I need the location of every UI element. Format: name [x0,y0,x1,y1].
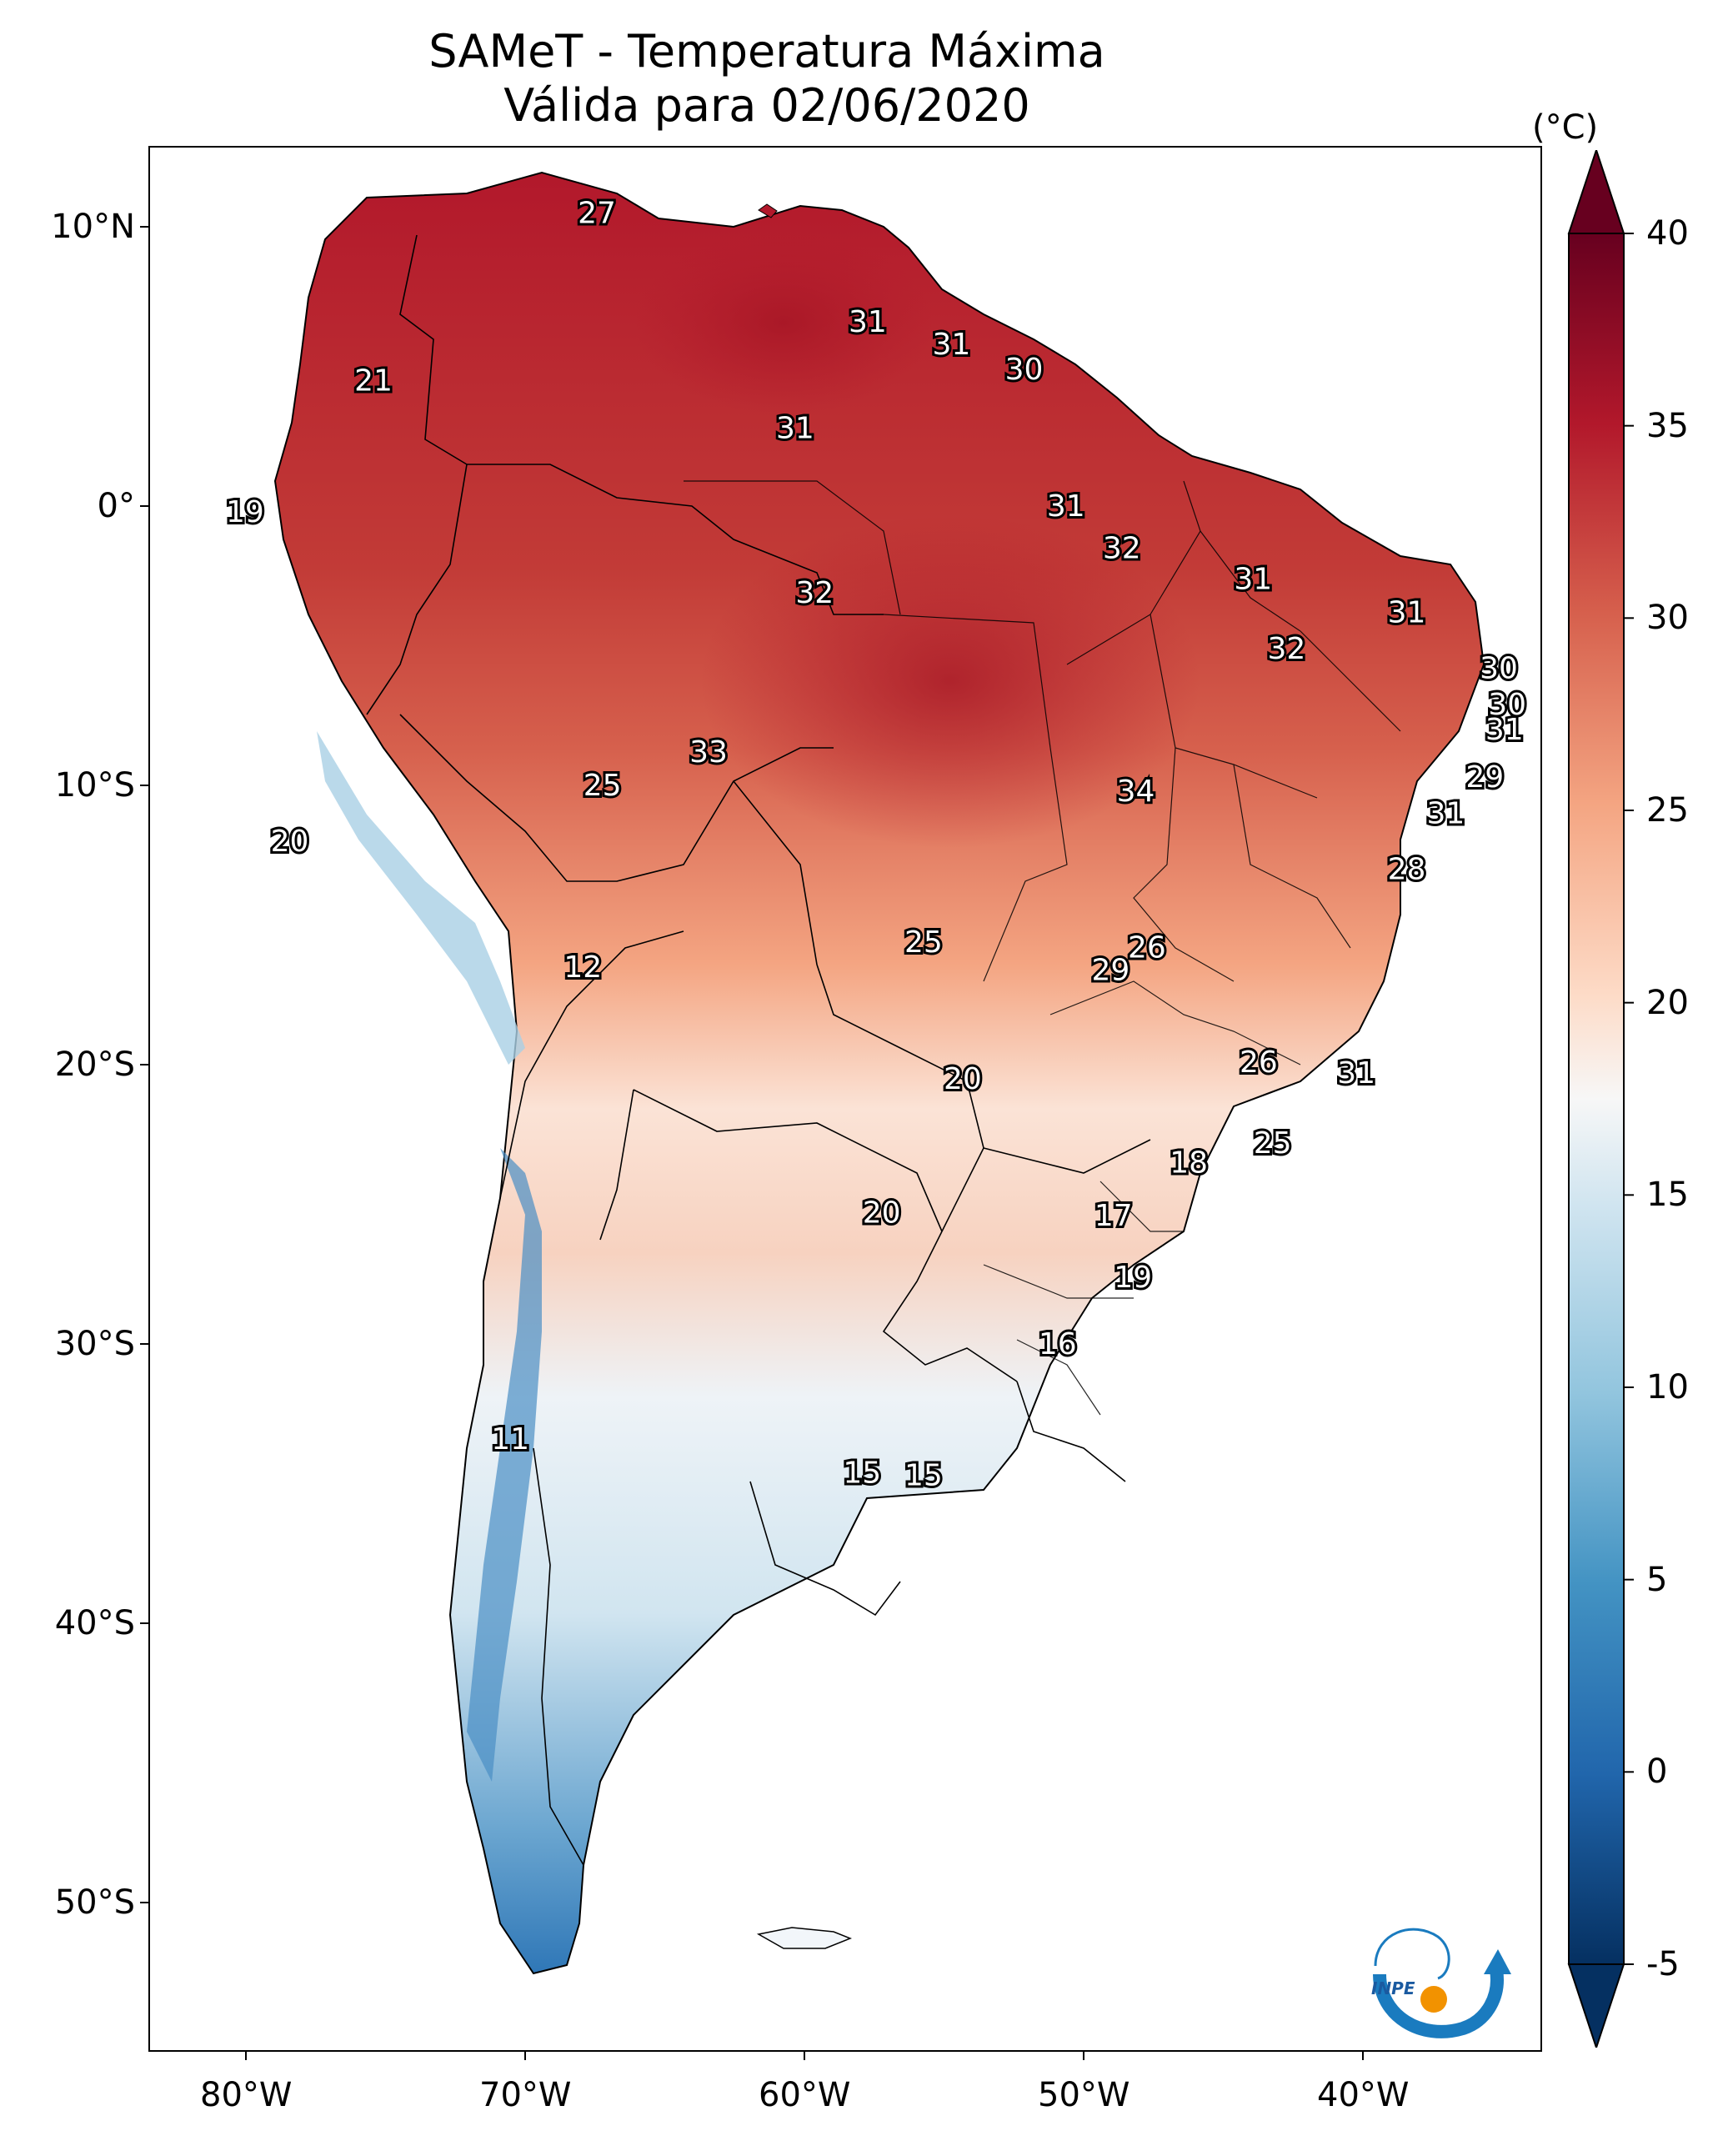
colorbar-tick-label: 25 [1646,791,1689,830]
station-value-label: 18 [1170,1146,1208,1180]
colorbar-tick-label: 5 [1646,1560,1668,1599]
colorbar-bottom-arrow [1567,1963,1625,2048]
latitude-label: 30°S [54,1325,135,1364]
station-value-label: 25 [584,769,622,803]
station-value-label: 32 [795,576,834,610]
latitude-tick [140,1064,148,1066]
station-value-label: 30 [1488,688,1526,722]
latitude-tick [140,505,148,508]
map-title: SAMeT - Temperatura Máxima [428,25,1105,78]
longitude-tick [1083,2052,1085,2060]
longitude-label: 70°W [479,2076,572,2114]
falkland-islands [756,1927,853,1949]
logo-text: INPE [1371,1978,1415,1998]
station-value-label: 27 [578,196,616,230]
station-value-label: 26 [1128,930,1166,965]
andes-cold-band [467,1148,542,1782]
station-value-label: 17 [1094,1199,1133,1233]
longitude-label: 60°W [759,2076,851,2114]
colorbar-tick-label: 30 [1646,599,1689,638]
inpe-logo: INPE [1363,1916,1513,2044]
station-value-label: 31 [1234,562,1272,596]
longitude-tick [1362,2052,1365,2060]
latitude-label: 50°S [54,1883,135,1923]
state-borders [684,480,1401,1416]
latitude-tick [140,1902,148,1904]
station-value-label: 26 [1240,1045,1278,1080]
station-value-label: 31 [1047,489,1085,524]
longitude-tick [524,2052,527,2060]
colorbar-tick-label: 40 [1646,214,1689,253]
station-value-label: 32 [1268,632,1306,666]
station-value-label: 32 [1103,531,1141,565]
colorbar [1567,150,1634,2048]
station-value-label: 29 [1465,760,1504,795]
colorbar-tick-label: 10 [1646,1368,1689,1406]
station-value-label: 25 [904,925,943,960]
colorbar-unit: (°C) [1532,108,1599,147]
longitude-label: 80°W [200,2076,293,2114]
logo-arrowhead [1484,1949,1511,1974]
station-value-label: 20 [271,825,309,859]
colorbar-tick-label: 20 [1646,983,1689,1022]
map-panel: 27 31 31 30 21 31 19 31 32 31 32 31 32 30 30 31 33 29 25 34… [148,146,1542,2052]
station-value-label: 30 [1480,651,1518,685]
latitude-label: 0° [97,487,135,526]
latitude-tick [140,226,148,228]
colorbar-tick-label: -5 [1646,1945,1680,1983]
hot-core-north [634,231,934,414]
station-value-label: 31 [1337,1056,1375,1091]
station-value-label: 31 [776,411,814,445]
latitude-label: 20°S [54,1045,135,1085]
country-borders [366,234,1151,1866]
station-value-label: 31 [933,328,971,362]
station-value-label: 21 [354,364,393,398]
logo-swoosh [1373,1968,1504,2038]
colorbar-tick-label: 35 [1646,406,1689,445]
latitude-tick [140,785,148,787]
caribbean-islands [758,203,778,218]
station-value-label: 31 [1426,797,1465,831]
station-value-label: 34 [1117,775,1155,809]
longitude-tick [804,2052,806,2060]
station-value-label: 33 [689,735,728,770]
longitude-tick [245,2052,248,2060]
station-value-label: 28 [1388,853,1426,887]
station-value-label: 20 [944,1062,982,1096]
latitude-label: 10°N [51,208,135,247]
station-value-label: 31 [849,305,887,339]
latitude-label: 10°S [54,766,135,805]
colorbar-tick-label: 15 [1646,1176,1689,1215]
station-value-label: 29 [1091,953,1129,987]
logo-sun [1420,1986,1447,2013]
colorbar-tick-label: 0 [1646,1752,1668,1792]
map-subtitle: Válida para 02/06/2020 [503,79,1030,132]
station-value-label: 20 [863,1196,901,1231]
station-value-label: 12 [563,950,602,985]
colorbar-top-arrow [1567,150,1625,234]
latitude-label: 40°S [54,1604,135,1643]
longitude-label: 50°W [1038,2076,1130,2114]
latitude-tick [140,1343,148,1346]
south-america-landmass [273,171,1485,1975]
logo-orbit [1374,1928,1450,1980]
latitude-tick [140,1622,148,1625]
colorbar-body [1568,233,1625,1965]
station-value-label: 25 [1254,1126,1292,1161]
station-value-label: 15 [904,1459,943,1493]
andes-cold-band-north [317,731,525,1065]
station-value-label: 31 [1388,595,1426,629]
station-value-label: 11 [491,1422,529,1457]
station-value-label: 15 [843,1456,881,1490]
station-value-label: 30 [1005,353,1044,387]
station-value-label: 19 [226,495,264,529]
station-value-label: 19 [1114,1261,1152,1295]
station-value-label: 31 [1485,713,1524,747]
hot-core-amazon [700,514,1200,848]
station-value-label: 16 [1039,1327,1077,1361]
longitude-label: 40°W [1317,2076,1410,2114]
